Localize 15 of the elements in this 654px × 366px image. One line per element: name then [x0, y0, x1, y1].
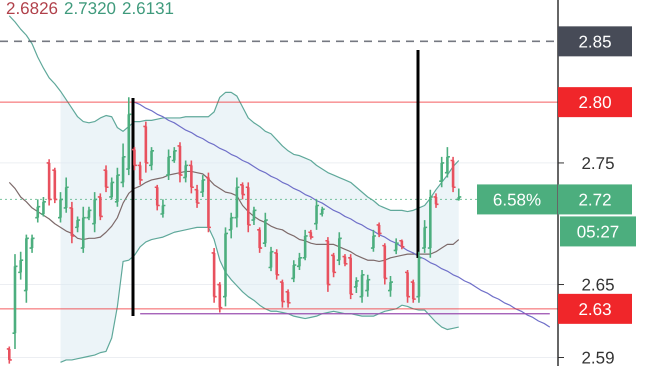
annotation: 2.7320: [64, 0, 116, 18]
y-tick-label: 2.59: [581, 348, 615, 366]
y-tick-label: 2.75: [581, 154, 615, 173]
ref-line-label: 2.80: [578, 93, 612, 112]
line-series: [60, 226, 460, 363]
line-series: [8, 15, 460, 212]
ref-line-label: 2.63: [578, 300, 612, 319]
annotation: 6.58%: [492, 190, 542, 210]
annotation: 2.6131: [122, 0, 174, 18]
y-tick-label: 2.65: [581, 275, 615, 294]
ref-line-label: 2.72: [578, 190, 612, 210]
line-series: [134, 102, 550, 328]
text: 05:27: [576, 222, 620, 242]
ref-line-label: 2.85: [578, 32, 612, 52]
annotation: 2.6826: [6, 0, 58, 18]
